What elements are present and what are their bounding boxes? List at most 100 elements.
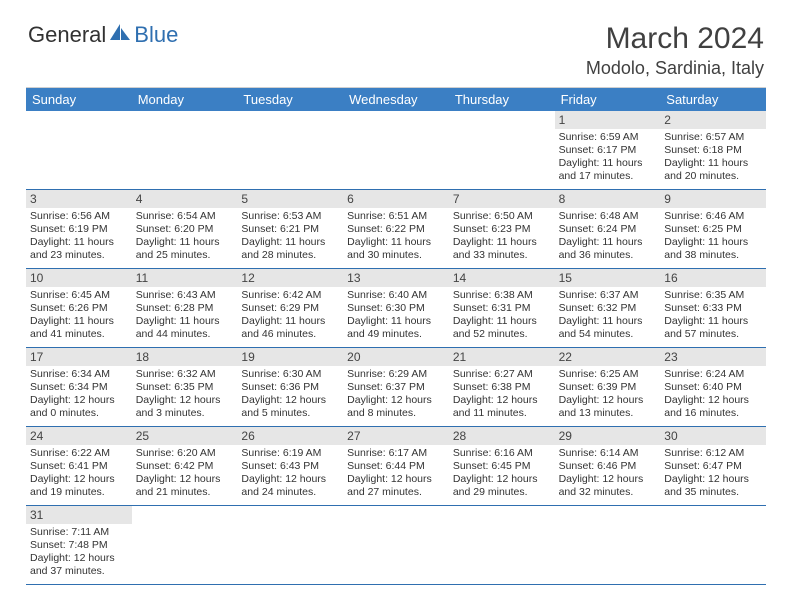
day-info-line: and 25 minutes.	[136, 249, 234, 262]
day-number: 15	[555, 269, 661, 287]
day-info-line: Sunset: 6:24 PM	[559, 223, 657, 236]
day-cell: Sunrise: 6:37 AMSunset: 6:32 PMDaylight:…	[555, 287, 661, 347]
day-info-line: Daylight: 11 hours	[347, 315, 445, 328]
day-info-line: Sunset: 6:34 PM	[30, 381, 128, 394]
day-cell: Sunrise: 6:16 AMSunset: 6:45 PMDaylight:…	[449, 445, 555, 505]
day-info-line: Sunset: 6:43 PM	[241, 460, 339, 473]
day-info: Sunrise: 6:14 AMSunset: 6:46 PMDaylight:…	[559, 447, 657, 500]
day-info: Sunrise: 6:42 AMSunset: 6:29 PMDaylight:…	[241, 289, 339, 342]
day-info: Sunrise: 6:45 AMSunset: 6:26 PMDaylight:…	[30, 289, 128, 342]
day-number: 18	[132, 348, 238, 366]
day-info-line: and 16 minutes.	[664, 407, 762, 420]
day-info: Sunrise: 6:38 AMSunset: 6:31 PMDaylight:…	[453, 289, 551, 342]
day-cell: Sunrise: 6:48 AMSunset: 6:24 PMDaylight:…	[555, 208, 661, 268]
day-info-line: and 33 minutes.	[453, 249, 551, 262]
day-info-line: Sunset: 6:46 PM	[559, 460, 657, 473]
day-info-line: Sunrise: 6:19 AM	[241, 447, 339, 460]
day-cell: Sunrise: 6:50 AMSunset: 6:23 PMDaylight:…	[449, 208, 555, 268]
day-info-line: Sunrise: 6:34 AM	[30, 368, 128, 381]
day-info-line: Daylight: 12 hours	[241, 394, 339, 407]
day-info-line: Sunset: 6:17 PM	[559, 144, 657, 157]
weekday-label: Thursday	[449, 88, 555, 111]
day-cell	[26, 129, 132, 189]
day-info-line: Sunset: 6:45 PM	[453, 460, 551, 473]
day-number	[132, 111, 238, 129]
page-title: March 2024	[586, 22, 764, 56]
day-cell: Sunrise: 6:46 AMSunset: 6:25 PMDaylight:…	[660, 208, 766, 268]
day-info-line: Sunset: 6:36 PM	[241, 381, 339, 394]
day-info-line: Sunrise: 6:27 AM	[453, 368, 551, 381]
day-number: 5	[237, 190, 343, 208]
day-info-line: Sunset: 6:40 PM	[664, 381, 762, 394]
day-number: 6	[343, 190, 449, 208]
day-info-line: Sunset: 6:41 PM	[30, 460, 128, 473]
calendar: SundayMondayTuesdayWednesdayThursdayFrid…	[26, 87, 766, 585]
day-number: 16	[660, 269, 766, 287]
day-number	[132, 506, 238, 524]
day-cell: Sunrise: 6:57 AMSunset: 6:18 PMDaylight:…	[660, 129, 766, 189]
day-info: Sunrise: 6:16 AMSunset: 6:45 PMDaylight:…	[453, 447, 551, 500]
day-info-line: Daylight: 11 hours	[664, 157, 762, 170]
day-info: Sunrise: 6:40 AMSunset: 6:30 PMDaylight:…	[347, 289, 445, 342]
day-info: Sunrise: 6:25 AMSunset: 6:39 PMDaylight:…	[559, 368, 657, 421]
day-number: 11	[132, 269, 238, 287]
day-number	[237, 506, 343, 524]
day-info-line: Daylight: 12 hours	[664, 473, 762, 486]
day-info-line: Daylight: 11 hours	[347, 236, 445, 249]
day-info: Sunrise: 6:48 AMSunset: 6:24 PMDaylight:…	[559, 210, 657, 263]
day-info-line: Sunrise: 6:14 AM	[559, 447, 657, 460]
day-number: 29	[555, 427, 661, 445]
day-info-line: Daylight: 11 hours	[559, 315, 657, 328]
day-info-line: Sunrise: 6:20 AM	[136, 447, 234, 460]
day-info: Sunrise: 6:57 AMSunset: 6:18 PMDaylight:…	[664, 131, 762, 184]
day-number: 28	[449, 427, 555, 445]
day-info: Sunrise: 6:24 AMSunset: 6:40 PMDaylight:…	[664, 368, 762, 421]
day-info: Sunrise: 6:17 AMSunset: 6:44 PMDaylight:…	[347, 447, 445, 500]
day-number: 14	[449, 269, 555, 287]
day-number: 26	[237, 427, 343, 445]
day-info-line: Sunrise: 6:45 AM	[30, 289, 128, 302]
day-number: 1	[555, 111, 661, 129]
day-info-line: Sunset: 7:48 PM	[30, 539, 128, 552]
day-cell: Sunrise: 6:42 AMSunset: 6:29 PMDaylight:…	[237, 287, 343, 347]
day-cell	[132, 129, 238, 189]
day-info: Sunrise: 6:27 AMSunset: 6:38 PMDaylight:…	[453, 368, 551, 421]
day-info-line: and 0 minutes.	[30, 407, 128, 420]
day-info-line: Sunrise: 6:51 AM	[347, 210, 445, 223]
day-number: 4	[132, 190, 238, 208]
day-info: Sunrise: 6:22 AMSunset: 6:41 PMDaylight:…	[30, 447, 128, 500]
day-cell: Sunrise: 6:34 AMSunset: 6:34 PMDaylight:…	[26, 366, 132, 426]
day-info-line: Sunset: 6:44 PM	[347, 460, 445, 473]
day-info-line: and 54 minutes.	[559, 328, 657, 341]
day-number	[343, 111, 449, 129]
weekday-label: Wednesday	[343, 88, 449, 111]
day-info-line: and 46 minutes.	[241, 328, 339, 341]
day-info-line: Sunset: 6:25 PM	[664, 223, 762, 236]
weekday-label: Tuesday	[237, 88, 343, 111]
day-info: Sunrise: 6:12 AMSunset: 6:47 PMDaylight:…	[664, 447, 762, 500]
day-info-line: Daylight: 12 hours	[453, 473, 551, 486]
day-cell: Sunrise: 6:59 AMSunset: 6:17 PMDaylight:…	[555, 129, 661, 189]
day-info-line: Daylight: 12 hours	[30, 394, 128, 407]
logo-text-blue: Blue	[134, 22, 178, 48]
logo-text-general: General	[28, 22, 106, 48]
day-info-line: and 13 minutes.	[559, 407, 657, 420]
day-info-line: Sunset: 6:18 PM	[664, 144, 762, 157]
day-number	[237, 111, 343, 129]
day-cell: Sunrise: 6:45 AMSunset: 6:26 PMDaylight:…	[26, 287, 132, 347]
day-info-line: Sunrise: 6:24 AM	[664, 368, 762, 381]
day-info-line: Sunrise: 6:57 AM	[664, 131, 762, 144]
day-info: Sunrise: 6:51 AMSunset: 6:22 PMDaylight:…	[347, 210, 445, 263]
day-info-line: and 49 minutes.	[347, 328, 445, 341]
day-info-line: Daylight: 12 hours	[347, 394, 445, 407]
day-info-line: and 21 minutes.	[136, 486, 234, 499]
day-info-line: Sunset: 6:37 PM	[347, 381, 445, 394]
day-cell: Sunrise: 6:25 AMSunset: 6:39 PMDaylight:…	[555, 366, 661, 426]
day-info: Sunrise: 6:43 AMSunset: 6:28 PMDaylight:…	[136, 289, 234, 342]
day-info-line: Sunset: 6:30 PM	[347, 302, 445, 315]
day-number	[660, 506, 766, 524]
day-number: 8	[555, 190, 661, 208]
day-info-line: Daylight: 11 hours	[241, 236, 339, 249]
day-info-line: and 57 minutes.	[664, 328, 762, 341]
day-info: Sunrise: 6:56 AMSunset: 6:19 PMDaylight:…	[30, 210, 128, 263]
